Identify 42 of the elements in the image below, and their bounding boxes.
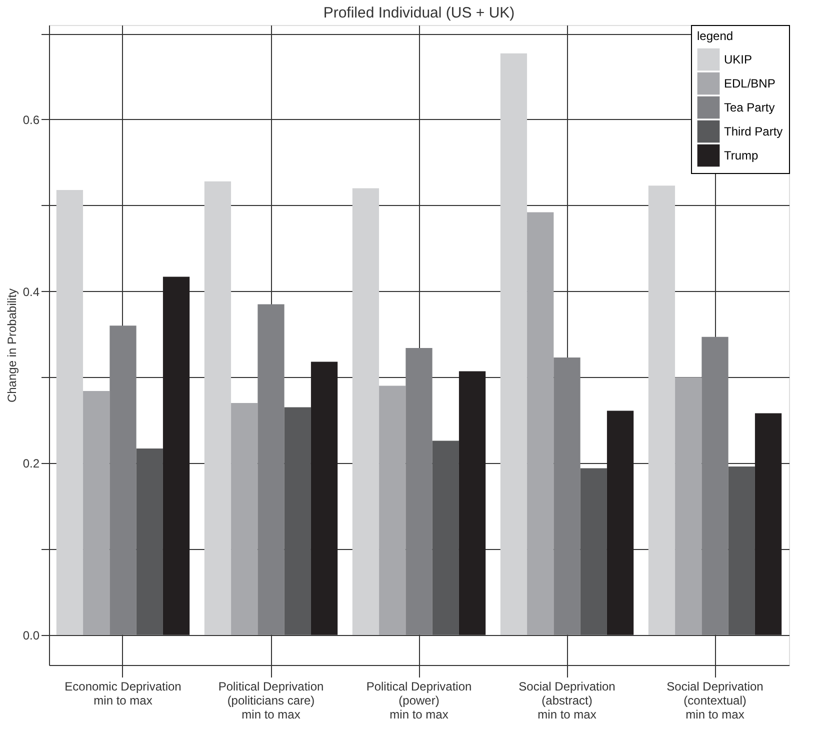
bar [675, 377, 702, 635]
x-tick-label: Social Deprivation (contextual) min to max [666, 680, 764, 722]
bar [56, 190, 84, 635]
bar [554, 357, 580, 635]
y-axis-title: Change in Probability [4, 288, 19, 403]
y-tick-label: 0.4 [22, 284, 40, 299]
legend-label: EDL/BNP [724, 76, 776, 90]
x-tick-label: Political Deprivation (power) min to max [366, 680, 472, 722]
bar [527, 212, 554, 635]
y-tick-label: 0.0 [22, 628, 40, 642]
bar [110, 326, 136, 635]
x-tick-label: Economic Deprivation min to max [64, 680, 182, 708]
bar [136, 448, 163, 635]
bar [83, 390, 110, 635]
chart-title: Profiled Individual (US + UK) [323, 4, 515, 22]
bar [606, 410, 634, 635]
bar [284, 407, 311, 635]
bar [406, 348, 432, 635]
bar [204, 181, 232, 635]
x-tick-label: Social Deprivation (abstract) min to max [518, 680, 616, 722]
bar [258, 304, 284, 635]
bar [162, 276, 190, 635]
bar [231, 402, 258, 635]
legend-label: Third Party [724, 124, 783, 138]
legend-label: Trump [724, 148, 759, 162]
bar [379, 386, 406, 635]
x-tick-label: Political Deprivation (politicians care) min to max [218, 680, 324, 722]
legend-title: legend [697, 29, 734, 43]
legend-label: Tea Party [724, 100, 775, 114]
y-tick-label: 0.2 [22, 456, 40, 471]
bar [432, 440, 459, 635]
y-tick-label: 0.6 [22, 112, 40, 127]
bar [702, 336, 728, 635]
bar [728, 466, 755, 635]
bar [352, 188, 380, 635]
bar [580, 468, 607, 635]
bar [648, 186, 676, 635]
bar [458, 371, 486, 635]
legend-label: UKIP [724, 52, 752, 66]
bar [500, 53, 528, 635]
bar [310, 362, 338, 635]
bar [754, 413, 782, 635]
